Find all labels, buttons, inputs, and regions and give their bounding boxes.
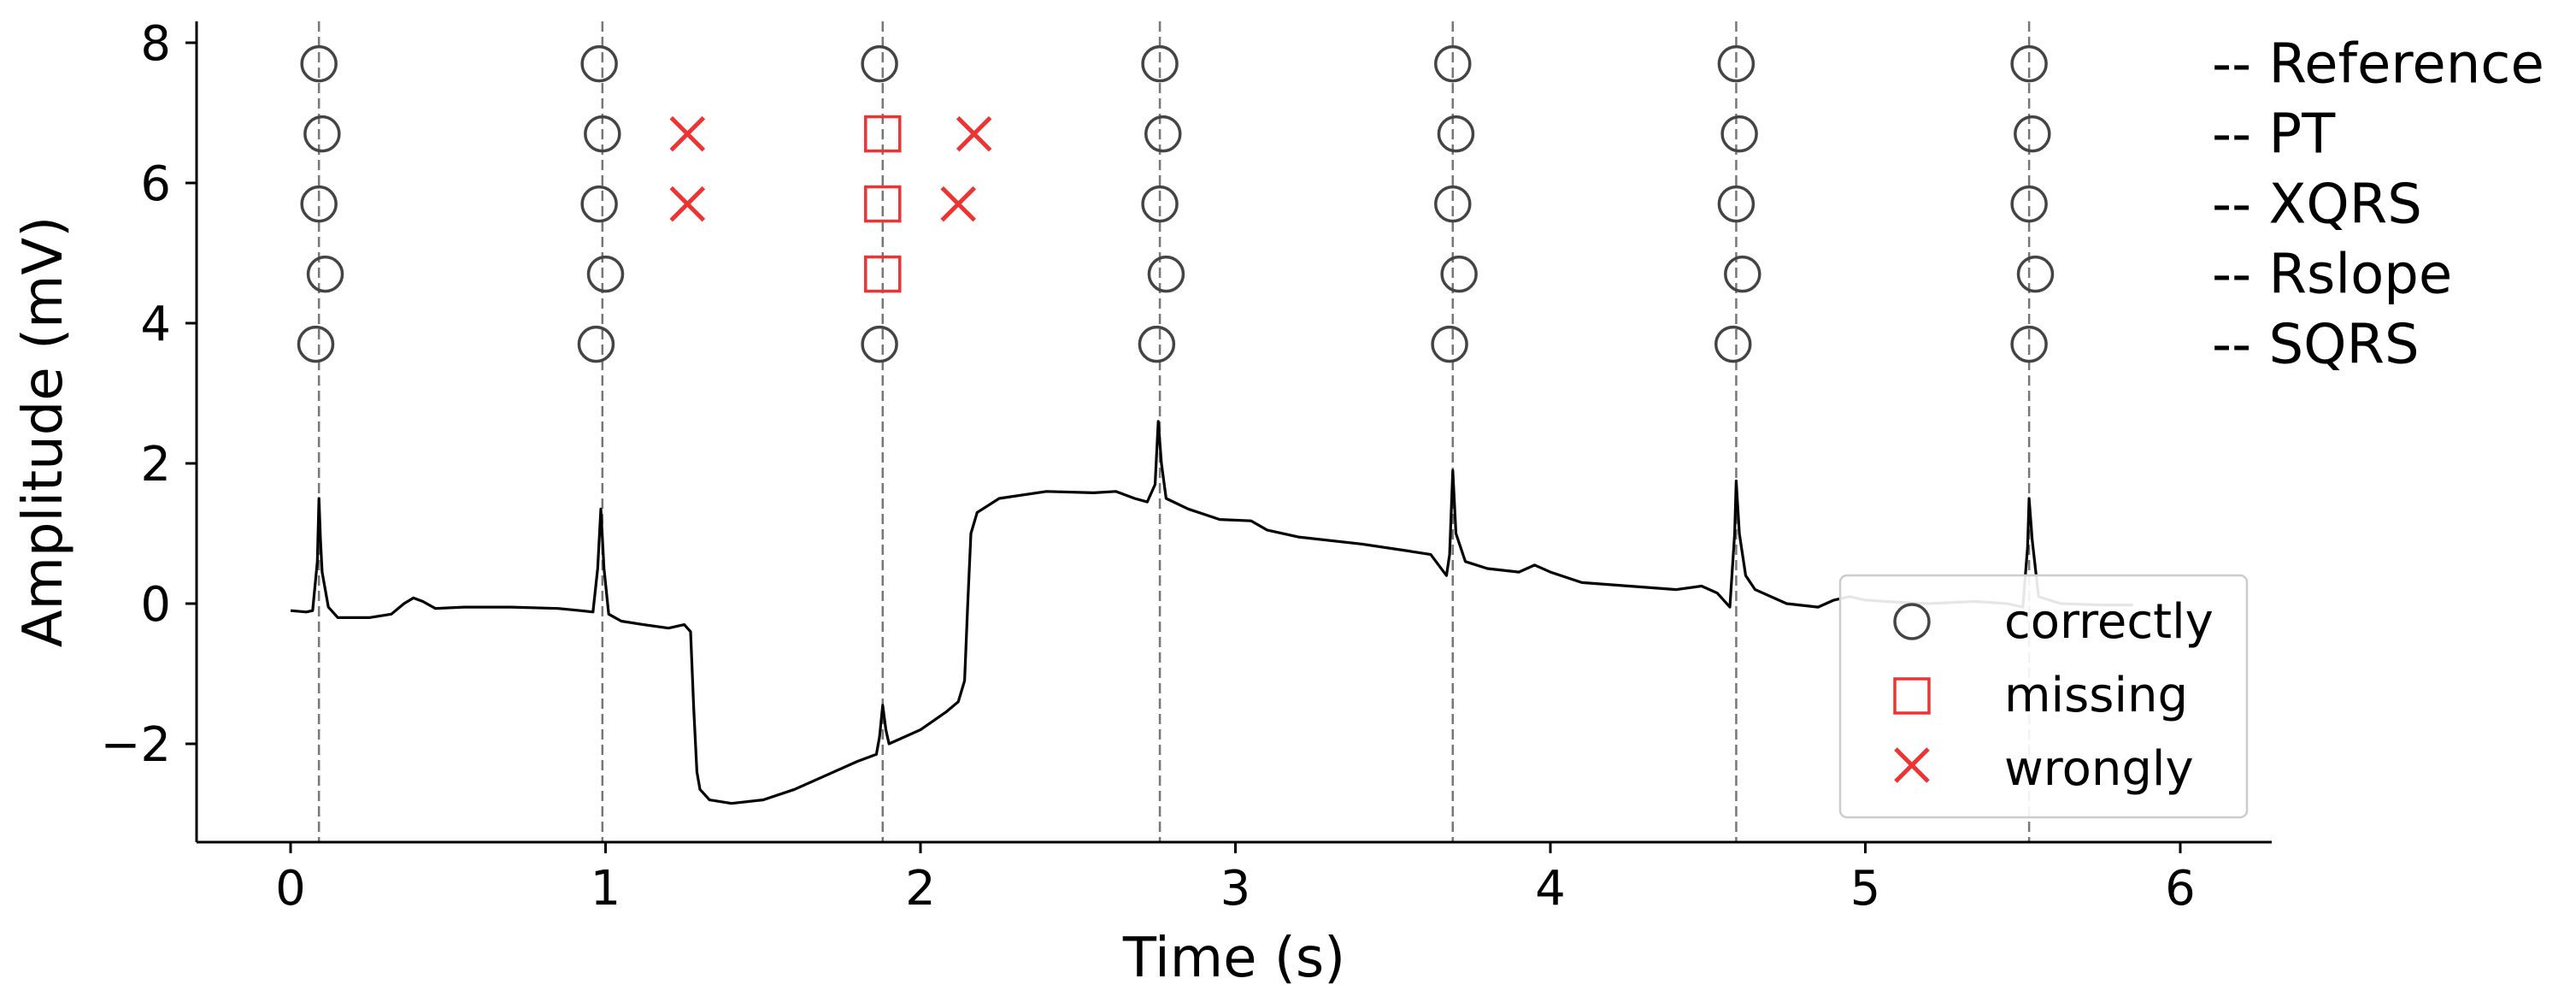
- x-tick-label: 5: [1850, 861, 1881, 917]
- correct-detection-marker: [1144, 115, 1182, 153]
- correct-detection-marker: [306, 255, 344, 293]
- x-tick-label: 6: [2165, 861, 2196, 917]
- correct-detection-marker: [1717, 185, 1756, 223]
- correct-detection-marker: [2010, 44, 2048, 83]
- wrong-detection-marker: [669, 115, 706, 152]
- correct-detection-marker: [1147, 255, 1185, 293]
- legend-frame: [1838, 574, 2249, 819]
- correct-detection-marker: [1141, 44, 1179, 83]
- algorithm-label: -- Reference: [2212, 33, 2544, 97]
- correct-detection-marker: [1434, 185, 1472, 223]
- correct-detection-marker: [2014, 115, 2051, 153]
- correct-detection-marker: [303, 115, 341, 153]
- correct-detection-marker: [580, 185, 618, 223]
- algorithm-label: -- XQRS: [2212, 174, 2422, 237]
- correct-detection-marker: [861, 325, 898, 363]
- x-tick-label: 3: [1220, 861, 1251, 917]
- ecg-signal-line: [290, 420, 2133, 805]
- y-tick-label: 2: [140, 437, 171, 492]
- detection-markers: [297, 44, 2055, 363]
- missing-detection-marker: [864, 185, 902, 223]
- correct-detection-marker: [1434, 44, 1472, 83]
- correct-detection-marker: [1431, 325, 1468, 363]
- legend-wrong-label: wrongly: [2004, 741, 2194, 797]
- algorithm-label: -- Rslope: [2212, 244, 2452, 307]
- correct-detection-marker: [577, 325, 615, 363]
- y-tick-label: −2: [100, 717, 171, 773]
- missing-detection-marker: [864, 255, 902, 293]
- correct-detection-marker: [297, 325, 335, 363]
- missing-detection-marker: [864, 115, 902, 153]
- y-ticks: −2 0 2 4 6 8: [100, 16, 197, 773]
- legend-wrong-marker: [1894, 747, 1930, 783]
- x-tick-label: 1: [591, 861, 621, 917]
- legend-correct-marker: [1893, 603, 1931, 640]
- x-ticks: 0 1 2 3 4 5 6: [275, 842, 2196, 917]
- correct-detection-marker: [300, 44, 338, 83]
- algorithm-label: -- PT: [2212, 103, 2336, 167]
- correct-detection-marker: [586, 255, 625, 293]
- beat-lines: [317, 21, 2031, 842]
- correct-detection-marker: [1717, 44, 1756, 83]
- correct-detection-marker: [1724, 255, 1761, 293]
- correct-detection-marker: [300, 185, 338, 223]
- correct-detection-marker: [1437, 115, 1475, 153]
- x-tick-label: 4: [1535, 861, 1566, 917]
- wrong-detection-marker: [956, 115, 992, 152]
- y-tick-label: 8: [140, 16, 171, 72]
- correct-detection-marker: [580, 44, 618, 83]
- correct-detection-marker: [584, 115, 621, 153]
- x-axis-label: Time (s): [1122, 927, 1345, 990]
- correct-detection-marker: [2010, 185, 2048, 223]
- correct-detection-marker: [2010, 325, 2048, 363]
- legend: correctly missing wrongly: [1838, 574, 2249, 819]
- legend-correct-label: correctly: [2004, 594, 2214, 650]
- y-axis-label: Amplitude (mV): [12, 216, 75, 647]
- correct-detection-marker: [1440, 255, 1478, 293]
- x-tick-label: 0: [275, 861, 306, 917]
- legend-missing-marker: [1893, 677, 1931, 715]
- y-tick-label: 6: [140, 156, 171, 212]
- algorithm-label: -- SQRS: [2212, 314, 2420, 377]
- legend-missing-label: missing: [2004, 668, 2188, 723]
- correct-detection-marker: [1720, 115, 1758, 153]
- x-tick-label: 2: [905, 861, 936, 917]
- correct-detection-marker: [1714, 325, 1752, 363]
- wrong-detection-marker: [940, 186, 976, 222]
- y-tick-label: 0: [140, 577, 171, 633]
- correct-detection-marker: [1141, 185, 1179, 223]
- y-tick-label: 4: [140, 297, 171, 352]
- algorithm-labels: -- Reference-- PT -- XQRS -- Rslope -- SQRS: [2212, 33, 2544, 377]
- wrong-detection-marker: [669, 186, 706, 222]
- correct-detection-marker: [2016, 255, 2055, 293]
- correct-detection-marker: [1138, 325, 1176, 363]
- correct-detection-marker: [861, 44, 898, 83]
